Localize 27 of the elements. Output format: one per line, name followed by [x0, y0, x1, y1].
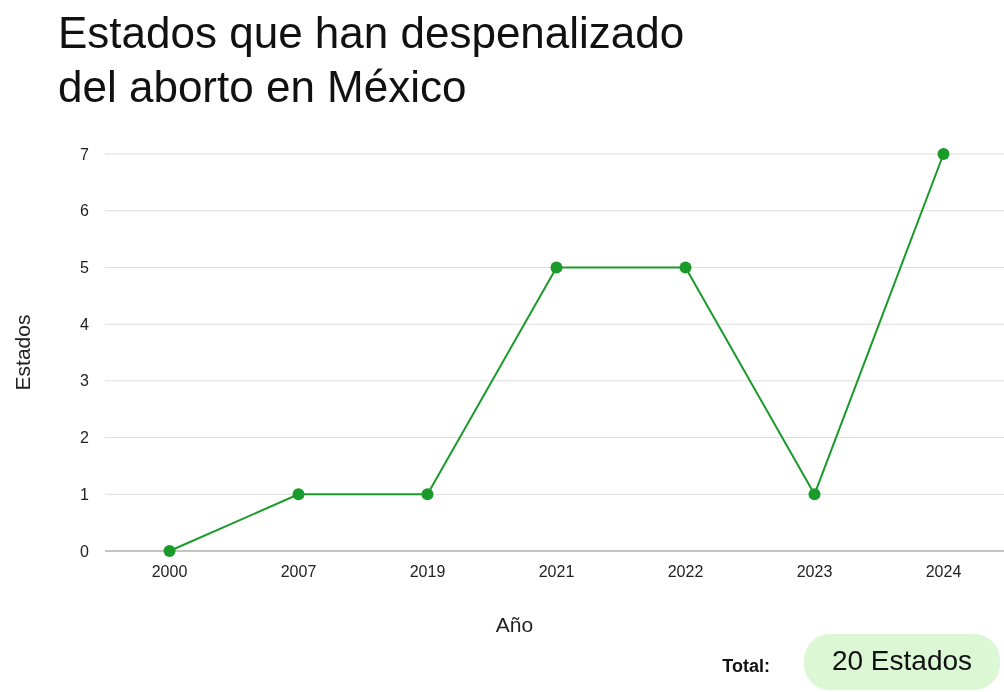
point	[550, 261, 563, 274]
x-tick-label: 2023	[796, 563, 833, 580]
y-tick-label: 0	[80, 542, 90, 560]
point	[292, 488, 305, 501]
point	[679, 261, 692, 274]
point	[421, 488, 434, 501]
point	[808, 488, 821, 501]
text: Total:	[722, 656, 770, 676]
x-tick-label: 2019	[409, 563, 446, 580]
text: 20 Estados	[831, 645, 973, 676]
x-axis-title: Año	[495, 613, 534, 636]
chart-title: Estados que han despenalizado del aborto en México	[58, 8, 685, 111]
x-tick-label: 2024	[925, 563, 962, 580]
y-tick-label: 4	[80, 315, 90, 333]
point	[937, 148, 950, 160]
y-tick-label: 6	[80, 202, 90, 220]
x-tick-label: 2021	[538, 563, 575, 580]
x-tick-label: 2000	[151, 563, 188, 580]
y-tick-label: 5	[80, 259, 90, 277]
y-axis-title: Estados	[11, 314, 34, 391]
point	[163, 545, 176, 557]
y-tick-label: 3	[80, 372, 90, 390]
x-tick-label: 2022	[667, 563, 704, 580]
y-tick-label: 2	[80, 429, 90, 447]
x-tick-label: 2007	[280, 563, 317, 580]
y-tick-label: 1	[80, 485, 90, 503]
y-tick-label: 7	[80, 145, 90, 163]
